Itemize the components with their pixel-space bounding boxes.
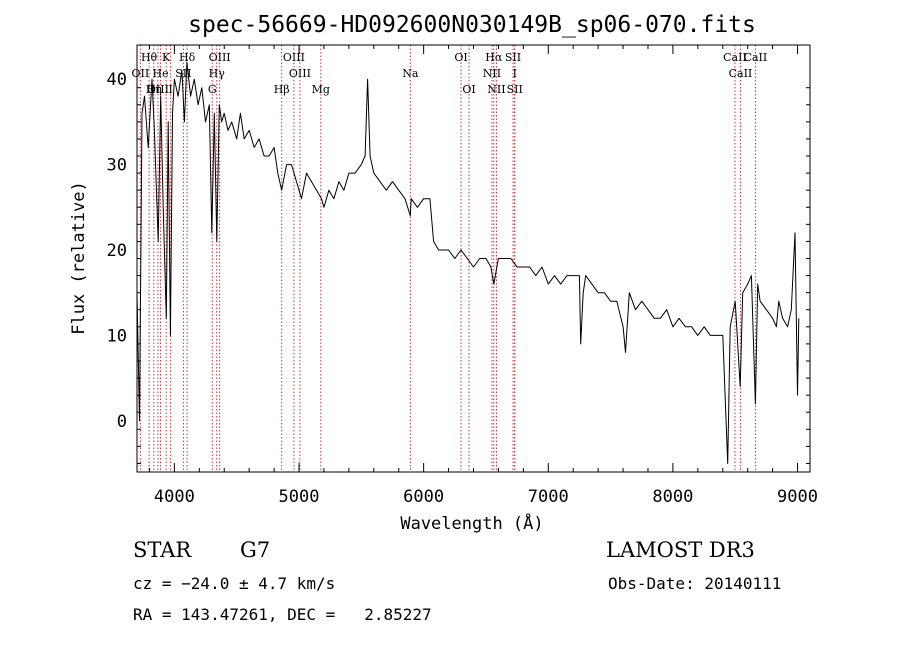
line-marker-label: Hβ: [274, 83, 290, 96]
object-subclass: G7: [240, 538, 271, 562]
obs-date: Obs-Date: 20140111: [608, 574, 782, 593]
spectrum-line: [136, 61, 800, 464]
line-marker-label: Mg: [312, 83, 330, 96]
x-tick-label: 9000: [777, 487, 818, 507]
y-axis-label: Flux (relative): [69, 181, 89, 335]
x-tick-label: 6000: [403, 487, 444, 507]
redshift-text: cz = −24.0 ± 4.7 km/s: [133, 574, 336, 593]
line-marker-label: Hδ: [179, 51, 196, 64]
line-marker-label: SII: [505, 51, 521, 64]
line-marker-label: OIII: [147, 83, 169, 96]
line-marker-label: Hα: [485, 51, 503, 64]
survey-name: LAMOST DR3: [606, 538, 755, 562]
x-tick-label: 4000: [154, 487, 195, 507]
line-marker-label: OI: [454, 51, 467, 64]
line-marker-label: Hγ: [209, 67, 226, 80]
x-tick-label: 7000: [528, 487, 569, 507]
line-marker-label: OIII: [209, 51, 231, 64]
line-marker-label: OI: [462, 83, 475, 96]
line-marker-label: SII: [175, 67, 191, 80]
line-marker-label: NII: [487, 83, 505, 96]
x-tick-label: 8000: [652, 487, 693, 507]
line-marker-label: NII: [483, 67, 501, 80]
line-marker-label: I: [168, 83, 172, 96]
series-group: [136, 61, 800, 464]
y-tick-label: 0: [117, 412, 127, 432]
y-tick-label: 30: [107, 156, 127, 176]
line-marker-label: Na: [402, 67, 419, 80]
line-marker-label: Hη: [146, 83, 162, 96]
y-tick-label: 20: [107, 241, 127, 261]
line-marker-label: OIII: [283, 51, 305, 64]
line-marker-label: OII: [132, 67, 150, 80]
object-class: STAR: [133, 538, 192, 562]
x-axis-label: Wavelength (Å): [400, 512, 543, 534]
line-marker-label: He: [153, 67, 169, 80]
line-marker-label: SII: [507, 83, 523, 96]
chart-title: spec-56669-HD092600N030149B_sp06-070.fit…: [188, 12, 756, 38]
line-marker-label: Hθ: [141, 51, 158, 64]
line-marker-label: CaII: [729, 67, 753, 80]
line-markers: [139, 45, 756, 472]
line-marker-label: G: [208, 83, 217, 96]
plot-frame: [136, 44, 811, 473]
x-axis: 4000 5000 6000 7000 8000 9000: [148, 45, 818, 507]
line-marker-label: K: [162, 51, 171, 64]
line-marker-label: OIII: [289, 67, 311, 80]
y-tick-label: 40: [107, 70, 127, 90]
line-marker-label: I: [513, 67, 517, 80]
y-tick-label: 10: [107, 326, 127, 346]
line-marker-label: CaII: [744, 51, 768, 64]
y-axis: 0 10 20 30 40: [107, 70, 810, 464]
coordinates: RA = 143.47261, DEC = 2.85227: [133, 605, 432, 624]
line-marker-label: CaII: [723, 51, 747, 64]
x-tick-label: 5000: [279, 487, 320, 507]
